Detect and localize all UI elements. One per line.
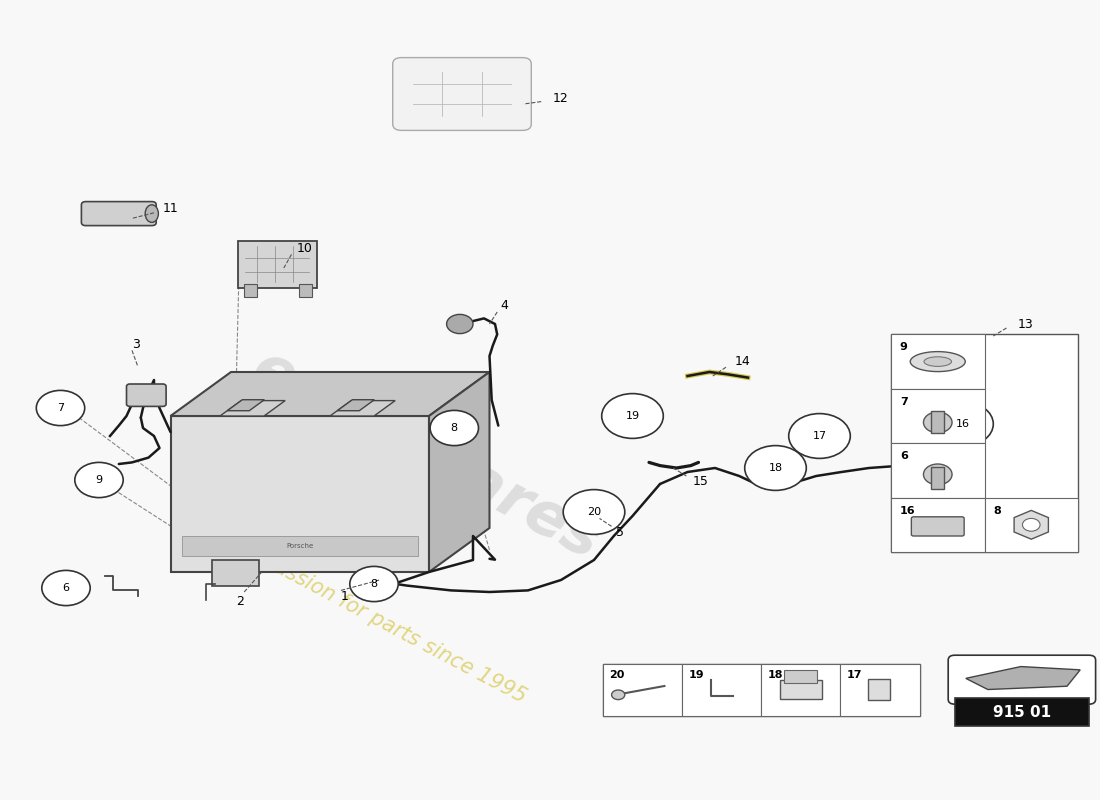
Text: 10: 10 xyxy=(297,242,312,254)
Polygon shape xyxy=(228,400,264,410)
Text: 16: 16 xyxy=(956,419,969,429)
Polygon shape xyxy=(330,401,395,416)
Circle shape xyxy=(789,414,850,458)
Text: 12: 12 xyxy=(552,92,568,105)
Text: 11: 11 xyxy=(163,202,178,214)
Text: 8: 8 xyxy=(371,579,377,589)
Ellipse shape xyxy=(911,351,966,371)
Text: 18: 18 xyxy=(768,670,783,680)
FancyBboxPatch shape xyxy=(780,680,822,699)
Text: 2: 2 xyxy=(236,595,244,608)
Polygon shape xyxy=(966,666,1080,690)
Circle shape xyxy=(612,690,625,699)
Text: 9: 9 xyxy=(900,342,908,352)
Text: 8: 8 xyxy=(993,506,1001,516)
FancyBboxPatch shape xyxy=(984,498,1078,552)
Ellipse shape xyxy=(145,205,158,222)
FancyBboxPatch shape xyxy=(299,284,312,297)
FancyBboxPatch shape xyxy=(393,58,531,130)
FancyBboxPatch shape xyxy=(891,443,985,498)
Text: 19: 19 xyxy=(626,411,639,421)
Circle shape xyxy=(602,394,663,438)
Text: 14: 14 xyxy=(735,355,750,368)
Text: 20: 20 xyxy=(587,507,601,517)
Circle shape xyxy=(350,566,398,602)
Text: 6: 6 xyxy=(900,451,908,461)
Circle shape xyxy=(36,390,85,426)
Text: 7: 7 xyxy=(900,397,908,406)
FancyBboxPatch shape xyxy=(955,698,1089,726)
Circle shape xyxy=(1023,518,1041,531)
FancyBboxPatch shape xyxy=(931,411,944,433)
Polygon shape xyxy=(170,416,429,572)
FancyBboxPatch shape xyxy=(682,664,761,716)
FancyBboxPatch shape xyxy=(182,536,418,556)
Text: 9: 9 xyxy=(96,475,102,485)
FancyBboxPatch shape xyxy=(244,284,257,297)
Circle shape xyxy=(42,570,90,606)
Circle shape xyxy=(563,490,625,534)
FancyBboxPatch shape xyxy=(891,334,985,389)
Circle shape xyxy=(745,446,806,490)
FancyBboxPatch shape xyxy=(784,670,817,682)
FancyBboxPatch shape xyxy=(911,517,964,536)
Text: 4: 4 xyxy=(500,299,508,312)
Text: 5: 5 xyxy=(616,526,624,538)
Circle shape xyxy=(430,410,478,446)
FancyBboxPatch shape xyxy=(212,560,258,586)
Text: 3: 3 xyxy=(132,338,140,350)
FancyBboxPatch shape xyxy=(603,664,920,716)
Text: 13: 13 xyxy=(1018,318,1033,330)
FancyBboxPatch shape xyxy=(126,384,166,406)
Text: 18: 18 xyxy=(769,463,782,473)
Text: 17: 17 xyxy=(847,670,862,680)
Circle shape xyxy=(75,462,123,498)
Polygon shape xyxy=(170,372,490,416)
FancyBboxPatch shape xyxy=(931,467,944,489)
Text: 20: 20 xyxy=(609,670,625,680)
Polygon shape xyxy=(429,372,490,572)
Text: 8: 8 xyxy=(451,423,458,433)
Ellipse shape xyxy=(924,357,952,366)
Circle shape xyxy=(923,464,952,485)
FancyBboxPatch shape xyxy=(891,389,985,443)
Circle shape xyxy=(923,412,952,433)
FancyBboxPatch shape xyxy=(948,655,1096,704)
Circle shape xyxy=(932,402,993,446)
Text: a passion for parts since 1995: a passion for parts since 1995 xyxy=(242,542,529,706)
Text: 16: 16 xyxy=(900,506,915,516)
Text: 17: 17 xyxy=(813,431,826,441)
FancyBboxPatch shape xyxy=(238,241,317,288)
Text: eurospares: eurospares xyxy=(242,339,610,573)
Circle shape xyxy=(447,314,473,334)
Polygon shape xyxy=(338,400,374,410)
FancyBboxPatch shape xyxy=(761,664,840,716)
FancyBboxPatch shape xyxy=(603,664,682,716)
FancyBboxPatch shape xyxy=(868,678,890,701)
Text: 15: 15 xyxy=(693,475,708,488)
Text: 6: 6 xyxy=(63,583,69,593)
Text: Porsche: Porsche xyxy=(286,543,313,550)
Text: 7: 7 xyxy=(57,403,64,413)
Text: 1: 1 xyxy=(341,590,349,602)
FancyBboxPatch shape xyxy=(891,498,985,552)
Text: 19: 19 xyxy=(689,670,704,680)
FancyBboxPatch shape xyxy=(840,664,920,716)
FancyBboxPatch shape xyxy=(891,334,1078,552)
Polygon shape xyxy=(220,401,285,416)
FancyBboxPatch shape xyxy=(81,202,156,226)
Text: 915 01: 915 01 xyxy=(993,705,1050,720)
